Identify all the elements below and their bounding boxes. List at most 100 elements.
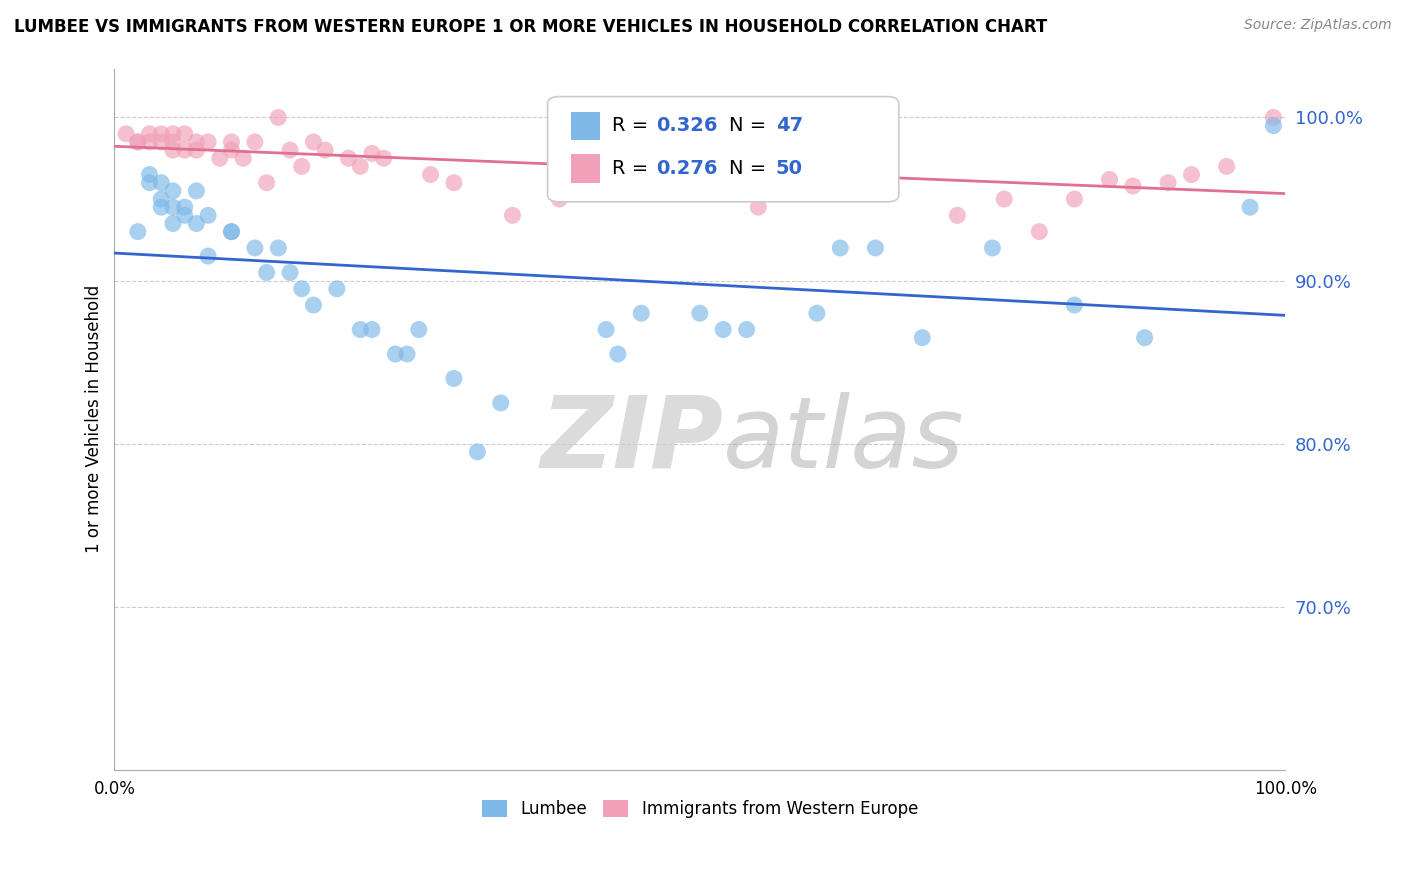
Point xyxy=(221,135,243,149)
Point xyxy=(337,151,360,165)
Point xyxy=(291,282,314,296)
FancyBboxPatch shape xyxy=(571,112,600,140)
Point xyxy=(443,371,465,385)
Point xyxy=(186,143,208,157)
Point xyxy=(1239,200,1261,214)
Point xyxy=(830,241,852,255)
Point xyxy=(373,151,395,165)
Point xyxy=(630,306,652,320)
Point xyxy=(326,282,349,296)
Text: N =: N = xyxy=(730,159,772,178)
Point xyxy=(291,160,314,174)
Point xyxy=(467,445,489,459)
FancyBboxPatch shape xyxy=(571,154,600,183)
Point xyxy=(606,347,628,361)
Point xyxy=(243,241,266,255)
Text: R =: R = xyxy=(612,159,654,178)
Point xyxy=(1133,331,1156,345)
Point xyxy=(747,200,769,214)
Point xyxy=(911,331,934,345)
Point xyxy=(711,322,734,336)
Point xyxy=(302,135,325,149)
Point xyxy=(162,217,184,231)
Point xyxy=(278,265,301,279)
Text: R =: R = xyxy=(612,116,654,135)
Point xyxy=(173,200,195,214)
Point xyxy=(361,322,384,336)
Point xyxy=(197,135,219,149)
Point xyxy=(267,241,290,255)
Point xyxy=(162,184,184,198)
Point xyxy=(197,208,219,222)
Point xyxy=(946,208,969,222)
Point xyxy=(1063,298,1085,312)
Text: LUMBEE VS IMMIGRANTS FROM WESTERN EUROPE 1 OR MORE VEHICLES IN HOUSEHOLD CORRELA: LUMBEE VS IMMIGRANTS FROM WESTERN EUROPE… xyxy=(14,18,1047,36)
Point xyxy=(384,347,406,361)
Point xyxy=(186,135,208,149)
Text: 0.326: 0.326 xyxy=(657,116,718,135)
Point xyxy=(349,160,371,174)
Point xyxy=(221,143,243,157)
Point xyxy=(1028,225,1050,239)
Point xyxy=(127,135,149,149)
Point xyxy=(186,184,208,198)
Point xyxy=(150,127,173,141)
Text: Source: ZipAtlas.com: Source: ZipAtlas.com xyxy=(1244,18,1392,32)
Point xyxy=(548,192,571,206)
Point xyxy=(1263,119,1285,133)
Text: 47: 47 xyxy=(776,116,803,135)
Point xyxy=(806,306,828,320)
Point xyxy=(501,208,523,222)
Point xyxy=(138,176,160,190)
Point xyxy=(162,200,184,214)
Point xyxy=(256,176,278,190)
Point xyxy=(794,162,817,177)
Point xyxy=(173,208,195,222)
Point xyxy=(595,322,617,336)
Point xyxy=(876,160,898,174)
Point xyxy=(1157,176,1180,190)
Text: 0.276: 0.276 xyxy=(657,159,718,178)
Point xyxy=(186,217,208,231)
Point xyxy=(1180,168,1202,182)
Point xyxy=(162,127,184,141)
Point xyxy=(127,225,149,239)
Point xyxy=(852,162,875,177)
Point xyxy=(278,143,301,157)
Point xyxy=(1263,111,1285,125)
Point xyxy=(221,225,243,239)
Point xyxy=(173,127,195,141)
Point xyxy=(1122,178,1144,193)
Point xyxy=(806,151,828,165)
Point xyxy=(173,143,195,157)
Point xyxy=(1215,160,1237,174)
Point xyxy=(162,135,184,149)
Text: 50: 50 xyxy=(776,159,803,178)
Point xyxy=(419,168,441,182)
Point xyxy=(489,396,512,410)
Point xyxy=(150,200,173,214)
Point xyxy=(302,298,325,312)
Y-axis label: 1 or more Vehicles in Household: 1 or more Vehicles in Household xyxy=(86,285,103,553)
Point xyxy=(396,347,419,361)
Point xyxy=(689,306,711,320)
Point xyxy=(138,135,160,149)
Text: atlas: atlas xyxy=(723,392,965,489)
Legend: Lumbee, Immigrants from Western Europe: Lumbee, Immigrants from Western Europe xyxy=(475,793,925,825)
Point xyxy=(1063,192,1085,206)
Point xyxy=(150,135,173,149)
Point xyxy=(138,168,160,182)
Point xyxy=(1098,172,1121,186)
Point xyxy=(138,127,160,141)
Point xyxy=(162,143,184,157)
Point xyxy=(221,225,243,239)
Point xyxy=(150,176,173,190)
Point xyxy=(232,151,254,165)
Point xyxy=(208,151,231,165)
Point xyxy=(443,176,465,190)
Point xyxy=(115,127,138,141)
Point xyxy=(408,322,430,336)
Point xyxy=(150,192,173,206)
Point xyxy=(314,143,336,157)
Text: ZIP: ZIP xyxy=(540,392,723,489)
